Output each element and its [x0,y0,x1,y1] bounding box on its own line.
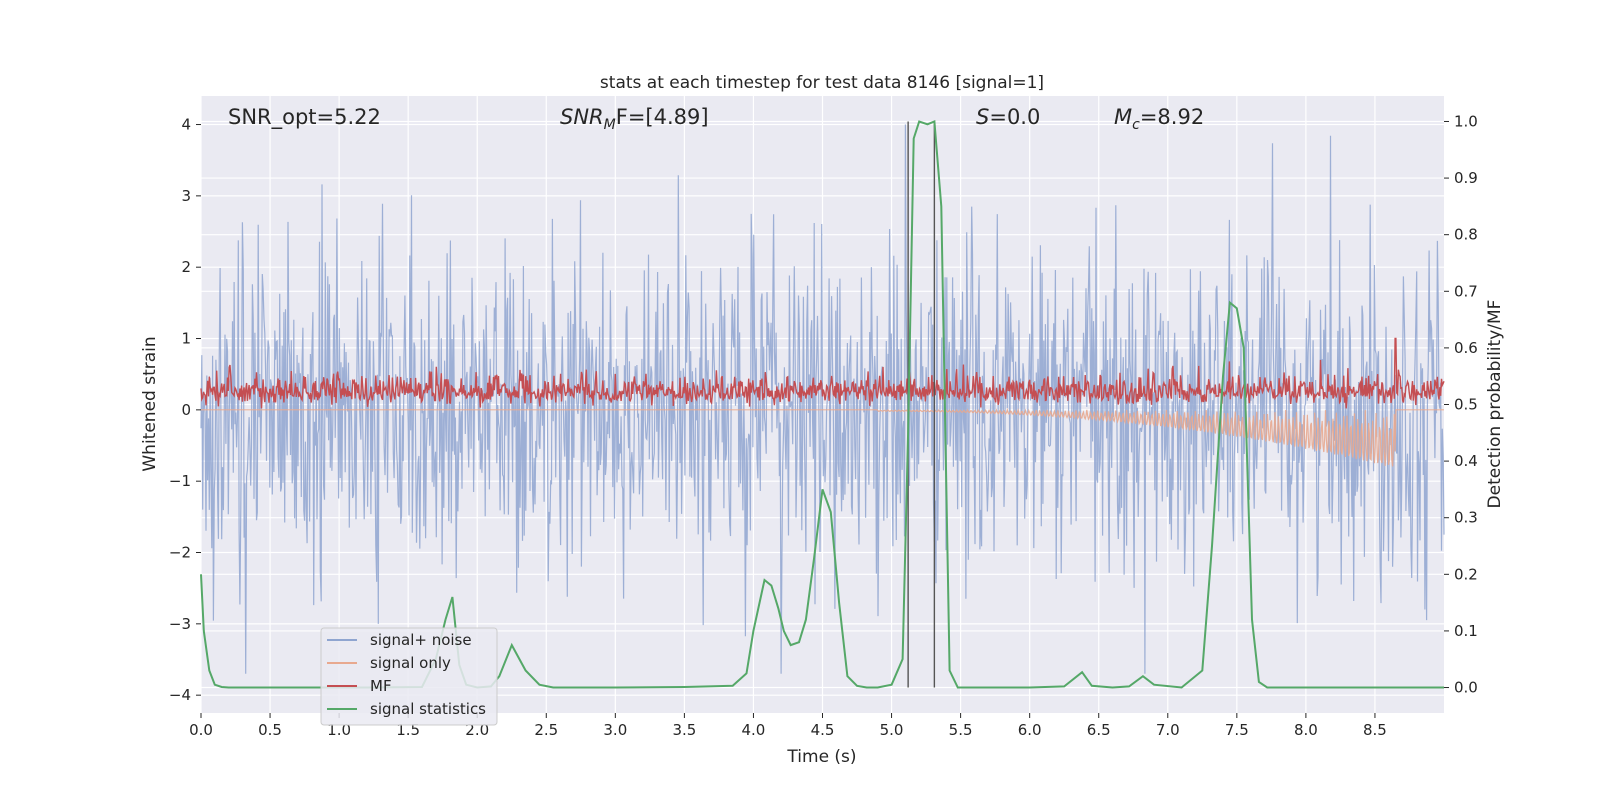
y-right-tick-label: 0.9 [1454,169,1478,187]
x-tick-label: 5.0 [880,721,904,739]
y-right-tick-label: 0.7 [1454,282,1478,300]
annotation-mc-subscript: c [1132,117,1140,133]
y-right-tick-label: 0.3 [1454,509,1478,527]
y-tick-label: −2 [169,544,191,562]
x-tick-label: 8.0 [1294,721,1318,739]
annotation-mc: Mc=8.92 [1114,105,1204,133]
y-right-tick-label: 0.2 [1454,565,1478,583]
x-tick-label: 3.5 [672,721,696,739]
x-tick-label: 5.5 [949,721,973,739]
x-tick-label: 8.5 [1363,721,1387,739]
x-tick-label: 2.5 [534,721,558,739]
annotation-s-value: =0.0 [989,105,1040,129]
y-right-tick-label: 0.1 [1454,622,1478,640]
y-right-tick-label: 0.6 [1454,339,1478,357]
legend-label-mf: MF [370,677,392,695]
x-tick-label: 7.0 [1156,721,1180,739]
y-tick-label: 4 [181,116,191,134]
series-signal-noise [200,124,1445,674]
x-tick-label: 0.5 [258,721,282,739]
annotation-snr-opt: SNR_opt=5.22 [228,105,381,130]
y-tick-label: 0 [181,401,191,419]
series-mf [200,337,1445,409]
y-right-tick-label: 0.8 [1454,226,1478,244]
signal-statistics-line [200,120,1444,689]
y-right-tick-label: 0.0 [1454,679,1478,697]
y-right-tick-label: 1.0 [1454,112,1478,130]
y-tick-label: 3 [181,187,191,205]
x-tick-label: 6.0 [1018,721,1042,739]
y-right-tick-label: 0.4 [1454,452,1478,470]
annotation-snr-mf-symbol: SNR [560,105,604,129]
legend-label-signal-noise: signal+ noise [370,631,472,649]
annotation-mc-value: =8.92 [1140,105,1204,129]
annotation-mc-symbol: M [1114,105,1132,129]
x-tick-label: 6.5 [1087,721,1111,739]
legend: signal+ noise signal only MF signal stat… [320,627,498,726]
x-tick-label: 7.5 [1225,721,1249,739]
x-tick-label: 4.5 [811,721,835,739]
x-tick-label: 0.0 [189,721,213,739]
chart-title: stats at each timestep for test data 814… [600,73,1044,93]
y-axis-label: Whitened strain [140,336,160,471]
x-axis-ticks: 0.0 0.5 1.0 1.5 2.0 2.5 3.0 3.5 4.0 4.5 5.0 5.5 6.0 6… [189,713,1387,739]
y-axis-left-ticks: 4 3 2 1 0 −1 −2 −3 −4 [169,116,201,704]
annotation-snr-mf-value: F=[4.89] [616,105,709,129]
y-tick-label: −1 [169,472,191,490]
x-tick-label: 4.0 [742,721,766,739]
legend-label-signal-statistics: signal statistics [370,700,486,718]
series-signal-statistics [200,120,1444,689]
x-axis-label: Time (s) [786,747,856,767]
y-axis-right-label: Detection probability/MF [1485,300,1505,509]
y-tick-label: −3 [169,615,191,633]
y-tick-label: 1 [181,330,191,348]
mf-line [200,337,1445,409]
annotation-s: S=0.0 [976,105,1040,129]
legend-label-signal-only: signal only [370,654,451,672]
signal-only-line [201,407,1444,467]
legend-box [320,627,498,726]
annotation-snr-mf: SNRMF=[4.89] [560,105,709,133]
series-signal-only [201,407,1444,467]
x-tick-label: 3.0 [603,721,627,739]
annotation-s-symbol: S [976,105,989,129]
annotation-snr-mf-subscript: M [604,117,616,133]
y-axis-right-ticks: 1.0 0.9 0.8 0.7 0.6 0.5 0.4 0.3 0.2 0.1 0.0 [1444,112,1478,697]
y-right-tick-label: 0.5 [1454,396,1478,414]
signal-noise-line [200,124,1445,674]
y-tick-label: 2 [181,258,191,276]
y-tick-label: −4 [169,686,191,704]
